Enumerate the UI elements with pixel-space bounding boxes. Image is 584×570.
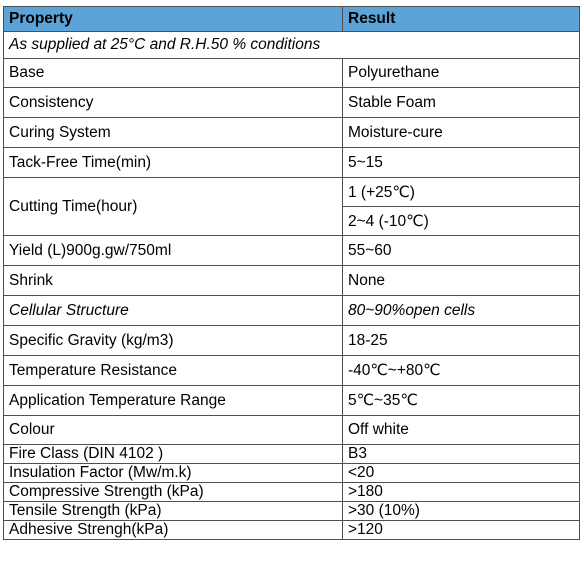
result-cell: 2~4 (-10℃) xyxy=(342,206,580,236)
table-row: Curing System Moisture-cure xyxy=(3,117,580,148)
property-cell: Insulation Factor (Mw/m.k) xyxy=(3,463,343,483)
result-cell: Stable Foam xyxy=(342,87,580,118)
result-cell: -40℃~+80℃ xyxy=(342,355,580,386)
property-cell: Application Temperature Range xyxy=(3,385,343,416)
table-row: Adhesive Strengh(kPa) >120 xyxy=(3,520,580,540)
property-cell: Curing System xyxy=(3,117,343,148)
table-row: Specific Gravity (kg/m3) 18-25 xyxy=(3,325,580,356)
table-row: Shrink None xyxy=(3,265,580,296)
result-cell: 80~90%open cells xyxy=(342,295,580,326)
table-row: Cutting Time(hour) 1 (+25℃) xyxy=(3,177,580,236)
result-cell: 1 (+25℃) xyxy=(342,177,580,207)
table-row: Colour Off white xyxy=(3,415,580,445)
table-row: Tensile Strength (kPa) >30 (10%) xyxy=(3,501,580,521)
property-cell: Colour xyxy=(3,415,343,445)
property-cell: Cellular Structure xyxy=(3,295,343,326)
header-result: Result xyxy=(342,6,580,32)
table-row: Consistency Stable Foam xyxy=(3,87,580,118)
result-cell: Off white xyxy=(342,415,580,445)
result-cell: >180 xyxy=(342,482,580,502)
property-cell: Shrink xyxy=(3,265,343,296)
result-cell: 5℃~35℃ xyxy=(342,385,580,416)
table-header-row: Property Result xyxy=(3,6,580,32)
property-cell: Fire Class (DIN 4102 ) xyxy=(3,444,343,464)
result-cell: B3 xyxy=(342,444,580,464)
property-cell: Compressive Strength (kPa) xyxy=(3,482,343,502)
result-cell: None xyxy=(342,265,580,296)
table-row: Insulation Factor (Mw/m.k) <20 xyxy=(3,463,580,483)
result-cell: >120 xyxy=(342,520,580,540)
table-row: Tack-Free Time(min) 5~15 xyxy=(3,147,580,178)
result-cell: Moisture-cure xyxy=(342,117,580,148)
property-cell: Yield (L)900g.gw/750ml xyxy=(3,235,343,266)
property-cell: Base xyxy=(3,58,343,88)
table-row: Application Temperature Range 5℃~35℃ xyxy=(3,385,580,416)
property-cell: Tensile Strength (kPa) xyxy=(3,501,343,521)
result-cell: 5~15 xyxy=(342,147,580,178)
result-cell: <20 xyxy=(342,463,580,483)
table-row: Cellular Structure 80~90%open cells xyxy=(3,295,580,326)
property-cell: Adhesive Strengh(kPa) xyxy=(3,520,343,540)
property-cell: Consistency xyxy=(3,87,343,118)
header-property: Property xyxy=(3,6,343,32)
table-row: Yield (L)900g.gw/750ml 55~60 xyxy=(3,235,580,266)
table-row: Temperature Resistance -40℃~+80℃ xyxy=(3,355,580,386)
properties-table: Property Result As supplied at 25°C and … xyxy=(3,6,580,540)
table-row: Fire Class (DIN 4102 ) B3 xyxy=(3,444,580,464)
result-cell: 18-25 xyxy=(342,325,580,356)
property-cell: Tack-Free Time(min) xyxy=(3,147,343,178)
property-cell: Cutting Time(hour) xyxy=(3,177,343,236)
table-row: 2~4 (-10℃) xyxy=(4,206,580,236)
result-cell: 55~60 xyxy=(342,235,580,266)
condition-note: As supplied at 25°C and R.H.50 % conditi… xyxy=(3,31,580,59)
property-cell: Specific Gravity (kg/m3) xyxy=(3,325,343,356)
table-row: Base Polyurethane xyxy=(3,58,580,88)
result-cell: Polyurethane xyxy=(342,58,580,88)
condition-row: As supplied at 25°C and R.H.50 % conditi… xyxy=(3,31,580,59)
table-row: Compressive Strength (kPa) >180 xyxy=(3,482,580,502)
property-cell: Temperature Resistance xyxy=(3,355,343,386)
result-cell: >30 (10%) xyxy=(342,501,580,521)
